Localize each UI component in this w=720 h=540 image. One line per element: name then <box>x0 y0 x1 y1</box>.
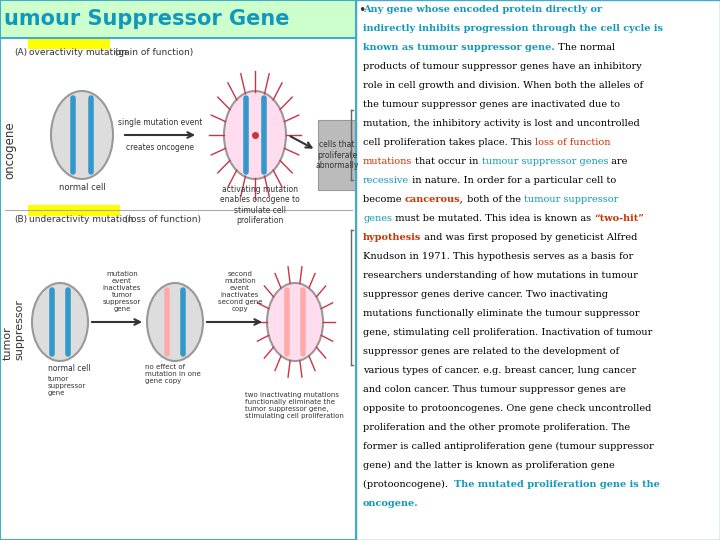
Text: cell proliferation takes place. This: cell proliferation takes place. This <box>363 138 535 147</box>
Text: no effect of
mutation in one
gene copy: no effect of mutation in one gene copy <box>145 364 201 384</box>
Text: known as tumour suppressor gene.: known as tumour suppressor gene. <box>363 43 554 52</box>
Text: loss of function: loss of function <box>535 138 611 147</box>
Text: mutation
event
inactivates
tumor
suppressor
gene: mutation event inactivates tumor suppres… <box>103 271 141 312</box>
Text: role in cell growth and division. When both the alleles of: role in cell growth and division. When b… <box>363 81 643 90</box>
Text: mutations functionally eliminate the tumour suppressor: mutations functionally eliminate the tum… <box>363 309 639 318</box>
Text: researchers understanding of how mutations in tumour: researchers understanding of how mutatio… <box>363 271 638 280</box>
Text: suppressor genes are related to the development of: suppressor genes are related to the deve… <box>363 347 619 356</box>
Text: indirectly inhibits progression through the cell cycle is: indirectly inhibits progression through … <box>363 24 663 33</box>
Text: “two-hit”: “two-hit” <box>594 214 644 223</box>
Text: oncogene: oncogene <box>3 121 16 179</box>
Text: suppressor genes derive cancer. Two inactivating: suppressor genes derive cancer. Two inac… <box>363 290 608 299</box>
Text: the tumour suppressor genes are inactivated due to: the tumour suppressor genes are inactiva… <box>363 100 620 109</box>
Text: recessive: recessive <box>363 176 409 185</box>
Text: (A): (A) <box>14 48 27 57</box>
Text: creates oncogene: creates oncogene <box>126 143 194 152</box>
Text: mutations: mutations <box>363 157 413 166</box>
Text: both of the: both of the <box>464 195 524 204</box>
Text: oncogene.: oncogene. <box>363 499 418 508</box>
Ellipse shape <box>147 283 203 361</box>
Text: underactivity mutation: underactivity mutation <box>29 215 133 224</box>
Text: mutation, the inhibitory activity is lost and uncontrolled: mutation, the inhibitory activity is los… <box>363 119 640 128</box>
Text: second
mutation
event
inactivates
second gene
copy: second mutation event inactivates second… <box>217 271 262 312</box>
Text: gene, stimulating cell proliferation. Inactivation of tumour: gene, stimulating cell proliferation. In… <box>363 328 652 337</box>
Text: gene) and the latter is known as proliferation gene: gene) and the latter is known as prolife… <box>363 461 615 470</box>
Text: former is called antiproliferation gene (tumour suppressor: former is called antiproliferation gene … <box>363 442 654 451</box>
Text: and colon cancer. Thus tumour suppressor genes are: and colon cancer. Thus tumour suppressor… <box>363 385 626 394</box>
Text: products of tumour suppressor genes have an inhibitory: products of tumour suppressor genes have… <box>363 62 642 71</box>
Text: Any gene whose encoded protein directly or: Any gene whose encoded protein directly … <box>363 5 602 14</box>
Bar <box>0 38 356 540</box>
Text: and was first proposed by geneticist Alfred: and was first proposed by geneticist Alf… <box>421 233 638 242</box>
Text: become: become <box>363 195 405 204</box>
Text: tumor
suppressor: tumor suppressor <box>3 300 24 361</box>
Bar <box>318 120 356 190</box>
Text: normal cell: normal cell <box>58 183 105 192</box>
Text: (B): (B) <box>14 215 27 224</box>
Bar <box>28 38 110 49</box>
Text: genes: genes <box>363 214 392 223</box>
Text: umour Suppressor Gene: umour Suppressor Gene <box>4 9 289 29</box>
Text: that occur in: that occur in <box>413 157 482 166</box>
Text: cancerous,: cancerous, <box>405 195 464 204</box>
Text: tumor
suppressor
gene: tumor suppressor gene <box>48 376 86 396</box>
Text: hypothesis: hypothesis <box>363 233 421 242</box>
Bar <box>0 0 356 38</box>
Text: opposite to protooncogenes. One gene check uncontrolled: opposite to protooncogenes. One gene che… <box>363 404 652 413</box>
Text: Knudson in 1971. This hypothesis serves as a basis for: Knudson in 1971. This hypothesis serves … <box>363 252 634 261</box>
Text: two inactivating mutations
functionally eliminate the
tumor suppressor gene,
sti: two inactivating mutations functionally … <box>245 392 344 419</box>
Text: (gain of function): (gain of function) <box>112 48 193 57</box>
Text: cells that
proliferate
abnormally: cells that proliferate abnormally <box>315 140 359 170</box>
Text: tumour suppressor genes: tumour suppressor genes <box>482 157 608 166</box>
Text: The mutated proliferation gene is the: The mutated proliferation gene is the <box>454 480 660 489</box>
Text: The normal: The normal <box>554 43 615 52</box>
Ellipse shape <box>32 283 88 361</box>
Text: (protooncogene).: (protooncogene). <box>363 480 454 489</box>
Text: normal cell: normal cell <box>48 364 91 373</box>
Ellipse shape <box>51 91 113 179</box>
Ellipse shape <box>267 283 323 361</box>
Ellipse shape <box>224 91 286 179</box>
Text: (loss of function): (loss of function) <box>122 215 201 224</box>
Text: single mutation event: single mutation event <box>118 118 202 127</box>
Text: in nature. In order for a particular cell to: in nature. In order for a particular cel… <box>409 176 616 185</box>
Text: various types of cancer. e.g. breast cancer, lung cancer: various types of cancer. e.g. breast can… <box>363 366 636 375</box>
Bar <box>28 205 120 216</box>
Text: •: • <box>358 4 365 17</box>
Text: activating mutation
enables oncogene to
stimulate cell
proliferation: activating mutation enables oncogene to … <box>220 185 300 225</box>
Text: proliferation and the other promote proliferation. The: proliferation and the other promote prol… <box>363 423 630 432</box>
Text: are: are <box>608 157 628 166</box>
Bar <box>356 0 720 540</box>
Text: tumour suppressor: tumour suppressor <box>524 195 618 204</box>
Text: overactivity mutation: overactivity mutation <box>29 48 127 57</box>
Text: must be mutated. This idea is known as: must be mutated. This idea is known as <box>392 214 594 223</box>
